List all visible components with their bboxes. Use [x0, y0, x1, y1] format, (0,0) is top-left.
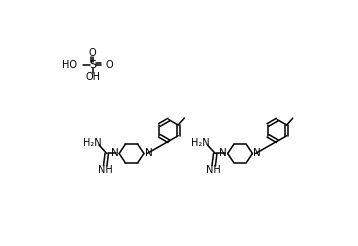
Text: N: N: [219, 149, 227, 158]
Text: OH: OH: [85, 72, 100, 82]
Text: HO: HO: [62, 60, 77, 70]
Text: NH: NH: [98, 165, 112, 175]
Text: S: S: [89, 60, 96, 70]
Text: H₂N: H₂N: [83, 138, 101, 149]
Text: NH: NH: [206, 165, 221, 175]
Text: N: N: [145, 149, 153, 158]
Text: N: N: [111, 149, 118, 158]
Text: H₂N: H₂N: [191, 138, 210, 149]
Text: N: N: [253, 149, 261, 158]
Text: O: O: [105, 60, 113, 70]
Text: O: O: [89, 48, 97, 58]
